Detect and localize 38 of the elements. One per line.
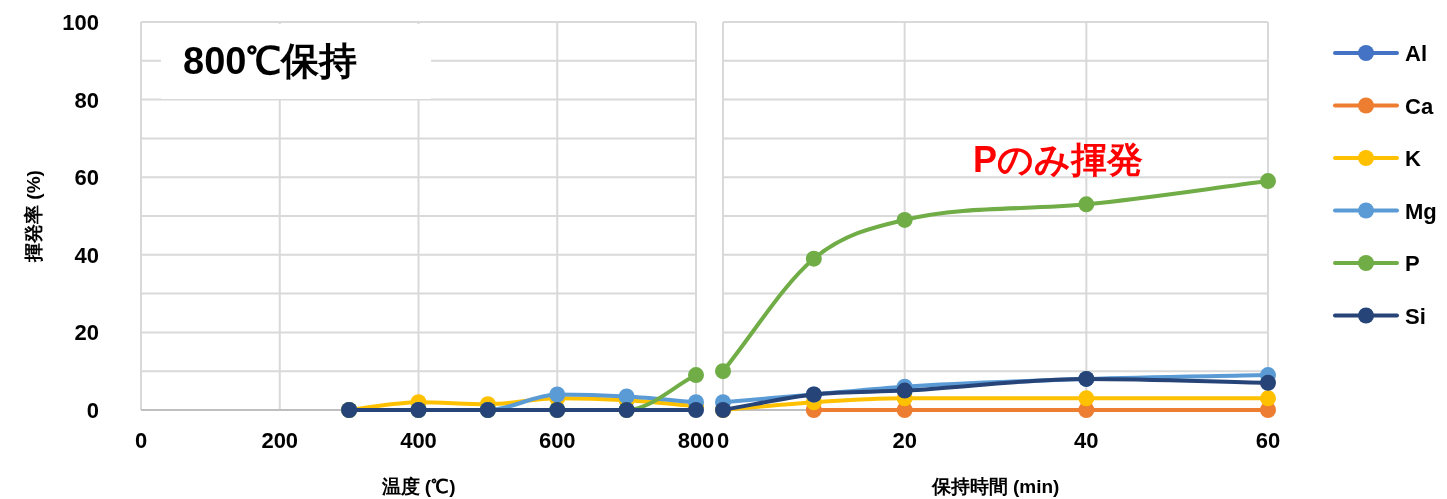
point: [1078, 196, 1095, 213]
point: [549, 386, 566, 403]
x-tick-label: 40: [1074, 428, 1099, 453]
x-tick-label: 600: [538, 428, 576, 453]
y-tick-label: 40: [74, 242, 99, 268]
point: [688, 402, 704, 418]
point: [1260, 390, 1276, 407]
legend-label: P: [1405, 251, 1420, 276]
y-tick-label: 80: [74, 87, 99, 113]
point: [896, 211, 913, 228]
x-axis-title: 温度 (℃): [380, 476, 456, 497]
legend-label: Si: [1405, 303, 1426, 329]
y-axis-title: 揮発率 (%): [23, 170, 44, 263]
legend-label: Ca: [1405, 93, 1434, 119]
y-tick-label: 0: [86, 398, 99, 423]
point: [896, 382, 913, 399]
point: [688, 367, 704, 384]
point: [1078, 390, 1095, 407]
legend-label: Mg: [1405, 198, 1437, 224]
y-tick-label: 100: [62, 10, 99, 35]
legend-label: K: [1405, 146, 1421, 171]
legend-label: Al: [1405, 41, 1427, 66]
x-axis-title: 保持時間 (min): [930, 476, 1060, 497]
y-tick-label: 20: [74, 320, 99, 346]
x-tick-label: 0: [716, 428, 730, 453]
x-tick-label: 60: [1255, 428, 1281, 453]
y-tick-label: 60: [74, 165, 99, 191]
annotation: Pのみ揮発: [973, 139, 1144, 180]
point: [715, 363, 731, 380]
x-tick-label: 0: [134, 428, 148, 453]
x-tick-label: 800: [677, 428, 715, 453]
x-tick-label: 20: [892, 428, 917, 453]
point: [1260, 374, 1276, 391]
point: [805, 250, 822, 267]
point: [1260, 173, 1276, 190]
x-tick-label: 400: [400, 428, 437, 453]
annotation: 800℃保持: [183, 40, 358, 82]
x-tick-label: 200: [261, 428, 299, 453]
